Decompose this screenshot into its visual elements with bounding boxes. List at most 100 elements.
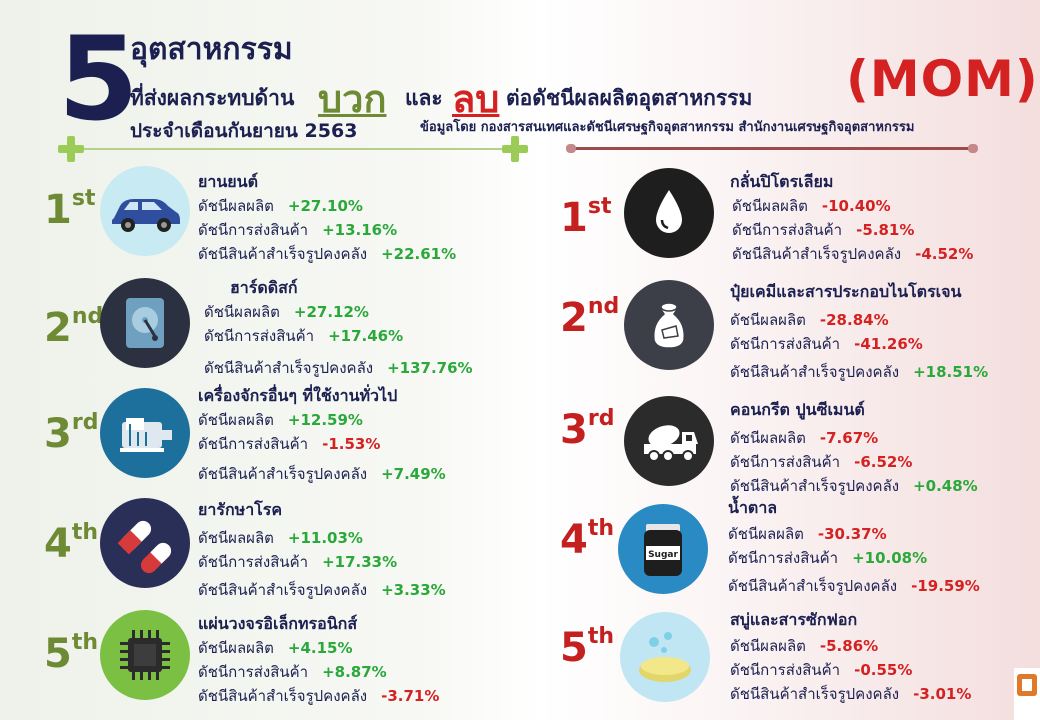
industry-negative-5: สบู่และสารซักฟอก ดัชนีผลผลิต -5.86% ดัชนี… (730, 608, 971, 706)
production-value: -7.67% (819, 429, 879, 447)
rank-negative-1: 1st (560, 194, 612, 241)
industry-name: ยารักษาโรค (198, 500, 283, 519)
production-label: ดัชนีผลผลิต (198, 639, 274, 657)
production-label: ดัชนีผลผลิต (728, 525, 804, 543)
divider-positive (70, 148, 520, 150)
inventory-value: +7.49% (381, 465, 446, 483)
production-value: +4.15% (287, 639, 353, 657)
industry-positive-5: แผ่นวงจรอิเล็กทรอนิกส์ ดัชนีผลผลิต +4.15%… (198, 612, 439, 708)
production-label: ดัชนีผลผลิต (198, 529, 274, 547)
shipment-value: +10.08% (852, 549, 928, 567)
inventory-value: +0.48% (913, 477, 978, 495)
production-value: -5.86% (819, 637, 879, 655)
shipment-value: -41.26% (854, 335, 923, 353)
inventory-value: -3.01% (913, 685, 972, 703)
oil-drop-icon (624, 168, 714, 258)
shipment-value: -0.55% (854, 661, 913, 679)
industry-name: น้ำตาล (728, 498, 778, 517)
inventory-label: ดัชนีสินค้าสำเร็จรูปคงคลัง (198, 581, 368, 599)
inventory-value: +22.61% (381, 245, 457, 263)
shipment-label: ดัชนีการส่งสินค้า (732, 221, 843, 239)
divider-negative (572, 147, 974, 150)
shipment-value: +13.16% (322, 221, 398, 239)
cement-truck-icon (624, 396, 714, 486)
production-label: ดัชนีผลผลิต (730, 429, 806, 447)
hard-disk-icon (100, 278, 190, 368)
industry-name: เครื่องจักรอื่นๆ ที่ใช้งานทั่วไป (198, 386, 398, 405)
word-and: และ (405, 86, 443, 110)
production-label: ดัชนีผลผลิต (198, 197, 274, 215)
rank-positive-1: 1st (44, 186, 96, 233)
rank-negative-2: 2nd (560, 294, 620, 341)
inventory-value: +18.51% (913, 363, 989, 381)
production-label: ดัชนีผลผลิต (204, 303, 280, 321)
rank-negative-4: 4th (560, 516, 615, 563)
industry-positive-4: ยารักษาโรค ดัชนีผลผลิต +11.03% ดัชนีการส่… (198, 498, 446, 602)
rank-negative-5: 5th (560, 624, 615, 671)
production-value: -28.84% (819, 311, 889, 329)
shipment-value: +17.33% (322, 553, 398, 571)
minus-cap-right (968, 144, 978, 153)
shipment-label: ดัชนีการส่งสินค้า (204, 327, 315, 345)
industry-negative-4: น้ำตาล ดัชนีผลผลิต -30.37% ดัชนีการส่งสิน… (728, 496, 980, 598)
inventory-label: ดัชนีสินค้าสำเร็จรูปคงคลัง (198, 687, 368, 705)
big-number-five: 5 (58, 12, 139, 147)
subtitle-pre: ที่ส่งผลกระทบด้าน (130, 86, 295, 110)
production-value: +12.59% (287, 411, 363, 429)
shipment-value: -5.81% (856, 221, 915, 239)
chip-icon (100, 610, 190, 700)
industry-name: ยานยนต์ (198, 172, 258, 191)
inventory-value: +3.33% (381, 581, 446, 599)
inventory-label: ดัชนีสินค้าสำเร็จรูปคงคลัง (730, 685, 900, 703)
pills-icon (100, 498, 190, 588)
inventory-value: +137.76% (387, 359, 473, 377)
production-label: ดัชนีผลผลิต (730, 311, 806, 329)
production-value: -10.40% (821, 197, 891, 215)
industry-name: ปุ๋ยเคมีและสารประกอบไนโตรเจน (730, 282, 962, 301)
car-icon (100, 166, 190, 256)
inventory-label: ดัชนีสินค้าสำเร็จรูปคงคลัง (732, 245, 902, 263)
inventory-label: ดัชนีสินค้าสำเร็จรูปคงคลัง (198, 465, 368, 483)
shipment-label: ดัชนีการส่งสินค้า (730, 661, 841, 679)
plus-icon (58, 136, 84, 162)
rank-negative-3: 3rd (560, 406, 615, 453)
industry-name: สบู่และสารซักฟอก (730, 610, 858, 629)
oie-logo (1014, 668, 1040, 720)
shipment-value: +8.87% (322, 663, 387, 681)
inventory-value: -3.71% (381, 687, 440, 705)
production-value: +11.03% (287, 529, 363, 547)
soap-icon (620, 612, 710, 702)
machine-motor-icon (100, 388, 190, 478)
industry-name: กลั่นปิโตรเลียม (730, 172, 834, 191)
inventory-label: ดัชนีสินค้าสำเร็จรูปคงคลัง (198, 245, 368, 263)
inventory-label: ดัชนีสินค้าสำเร็จรูปคงคลัง (204, 359, 374, 377)
word-positive: บวก (318, 77, 387, 121)
production-label: ดัชนีผลผลิต (730, 637, 806, 655)
fertilizer-bag-icon (624, 280, 714, 370)
production-value: +27.10% (287, 197, 363, 215)
page-title: อุตสาหกรรม (130, 32, 293, 67)
production-value: +27.12% (293, 303, 369, 321)
industry-negative-3: คอนกรีต ปูนซีเมนต์ ดัชนีผลผลิต -7.67% ดัช… (730, 398, 978, 498)
shipment-label: ดัชนีการส่งสินค้า (728, 549, 839, 567)
industry-name: ฮาร์ดดิสก์ (230, 278, 298, 297)
industry-negative-2: ปุ๋ยเคมีและสารประกอบไนโตรเจน ดัชนีผลผลิต… (730, 280, 988, 384)
mom-label: (MOM) (846, 50, 1039, 108)
shipment-label: ดัชนีการส่งสินค้า (198, 435, 309, 453)
industry-positive-1: ยานยนต์ ดัชนีผลผลิต +27.10% ดัชนีการส่งสิ… (198, 170, 456, 266)
shipment-value: +17.46% (328, 327, 404, 345)
shipment-label: ดัชนีการส่งสินค้า (198, 663, 309, 681)
production-value: -30.37% (817, 525, 887, 543)
industry-name: แผ่นวงจรอิเล็กทรอนิกส์ (198, 614, 358, 633)
inventory-value: -4.52% (915, 245, 974, 263)
industry-name: คอนกรีต ปูนซีเมนต์ (730, 400, 865, 419)
shipment-value: -6.52% (854, 453, 913, 471)
inventory-label: ดัชนีสินค้าสำเร็จรูปคงคลัง (730, 477, 900, 495)
industry-negative-1: กลั่นปิโตรเลียม ดัชนีผลผลิต -10.40% ดัชนี… (730, 170, 973, 266)
industry-positive-2: ฮาร์ดดิสก์ ดัชนีผลผลิต +27.12% ดัชนีการส่… (204, 276, 473, 380)
word-negative: ลบ (452, 77, 500, 121)
shipment-label: ดัชนีการส่งสินค้า (730, 453, 841, 471)
production-label: ดัชนีผลผลิต (732, 197, 808, 215)
shipment-label: ดัชนีการส่งสินค้า (198, 553, 309, 571)
inventory-value: -19.59% (911, 577, 980, 595)
